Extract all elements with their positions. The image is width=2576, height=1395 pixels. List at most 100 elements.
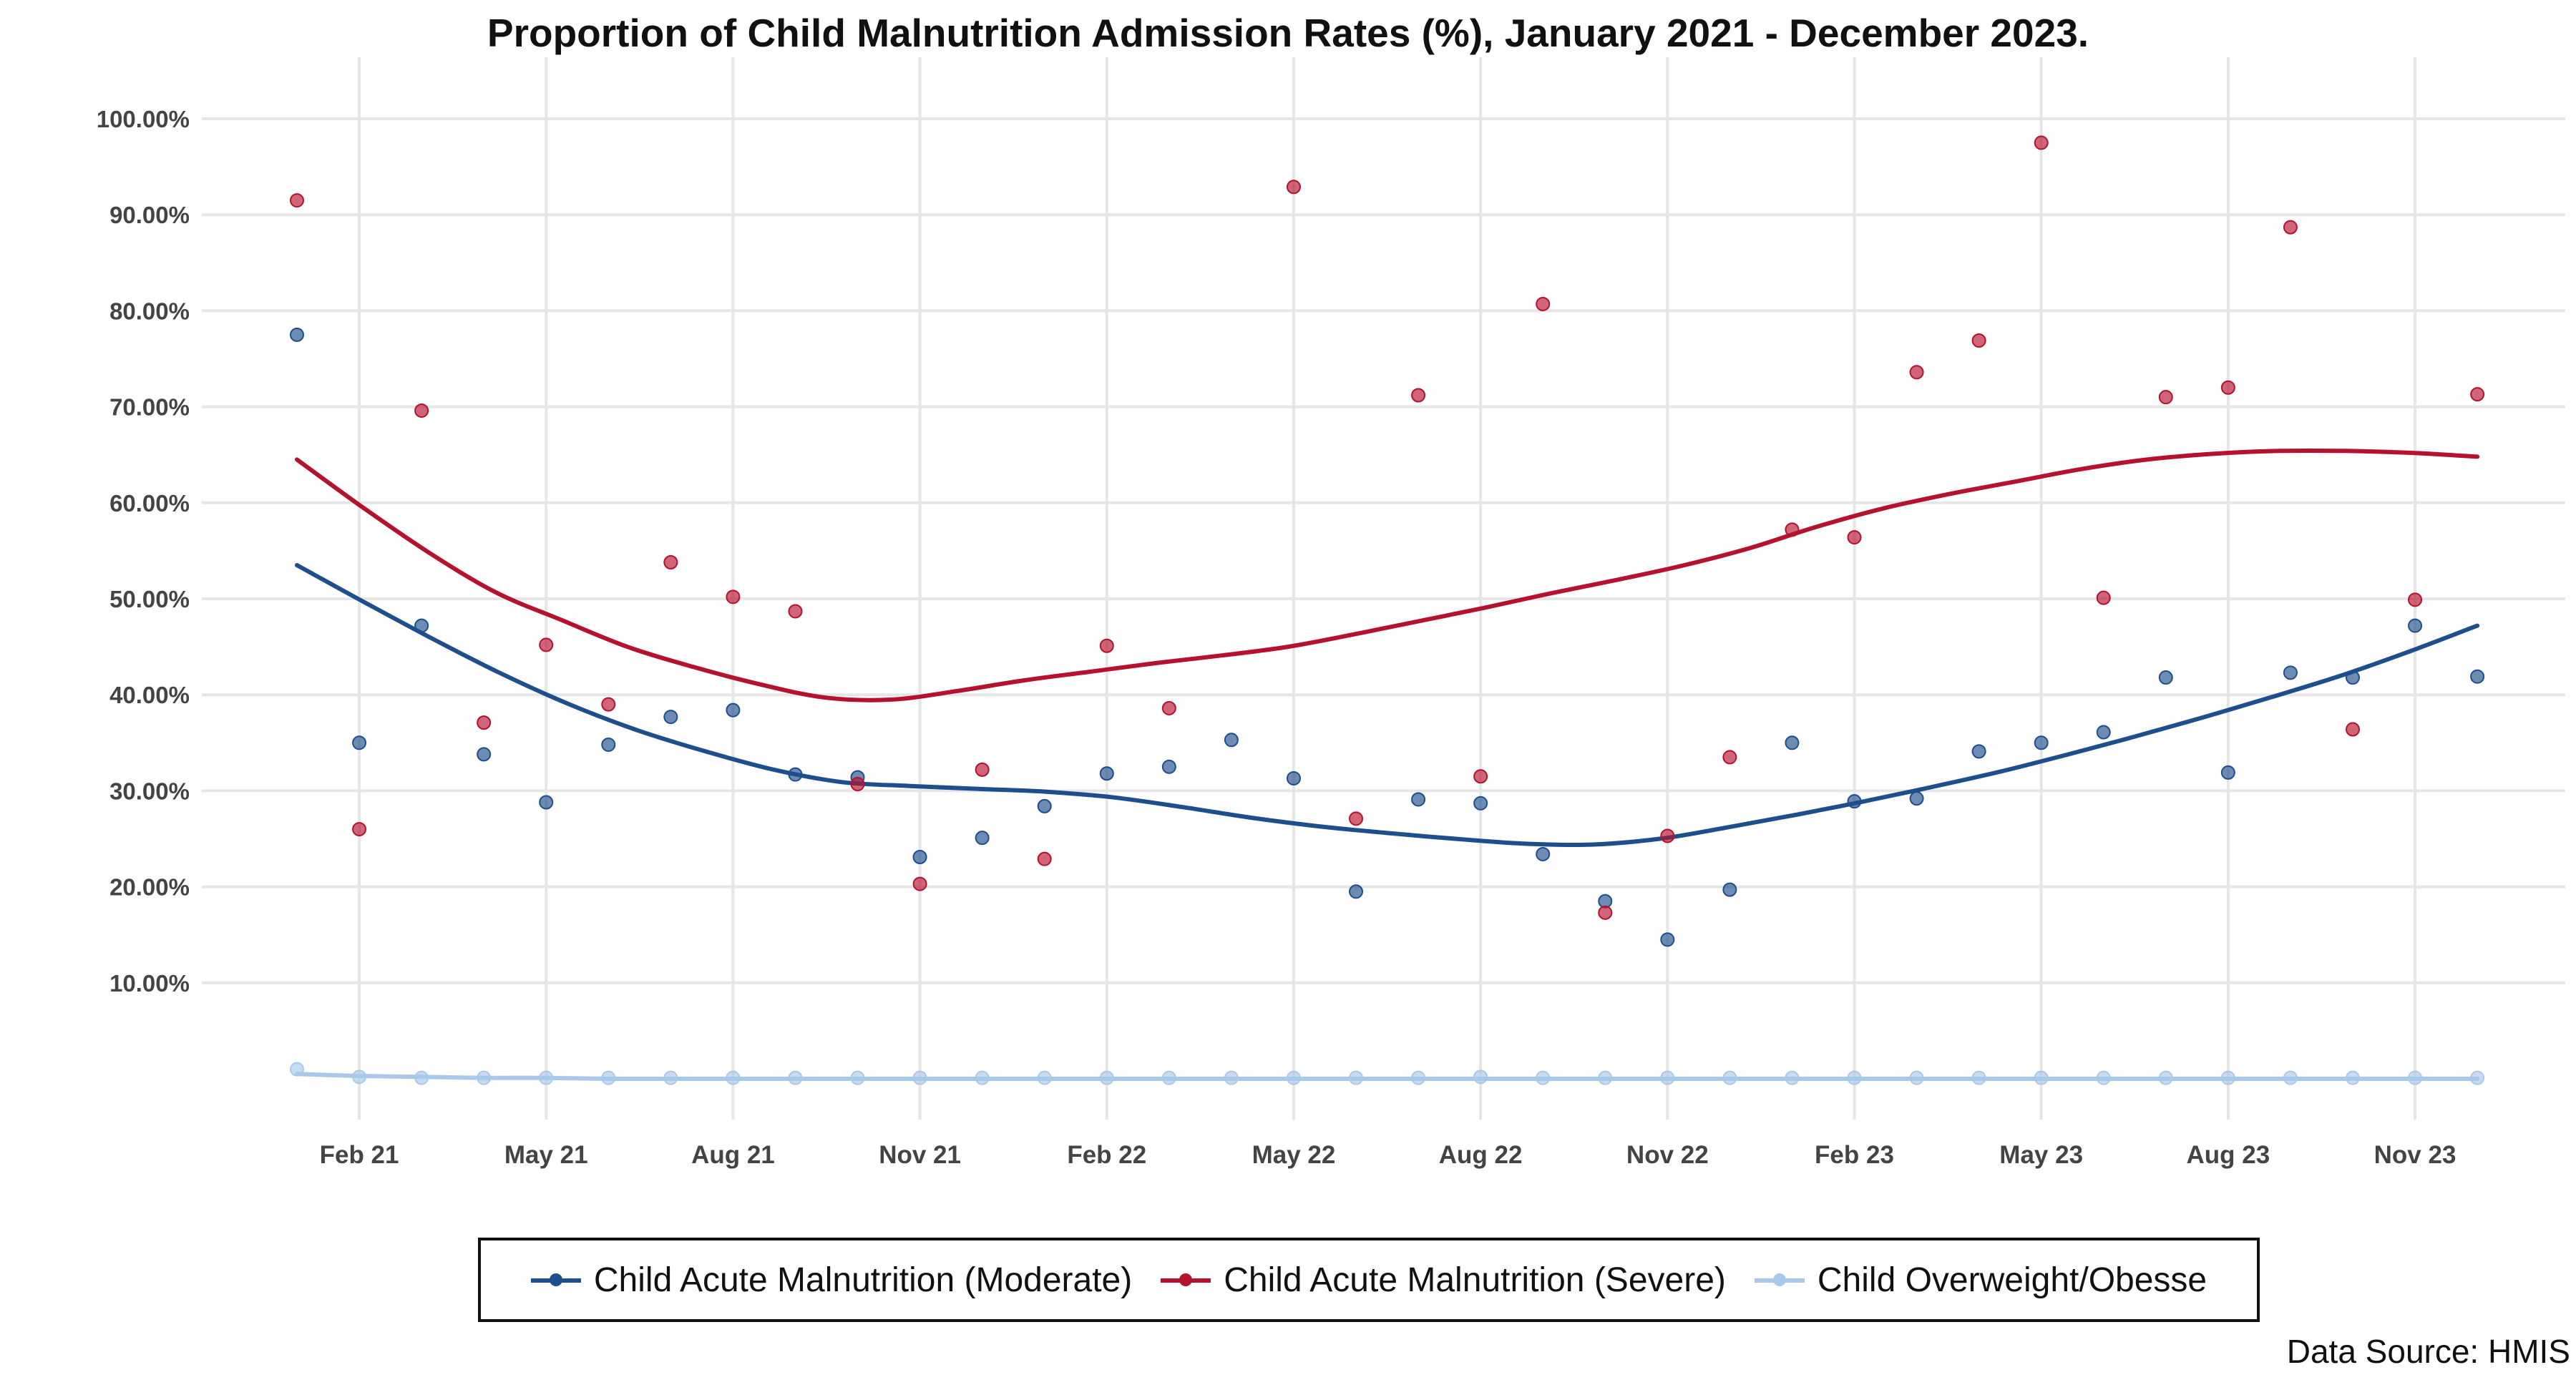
data-point-severe: [2345, 722, 2360, 737]
data-point-severe: [2034, 135, 2049, 150]
legend-label-moderate: Child Acute Malnutrition (Moderate): [593, 1261, 1133, 1299]
data-point-moderate: [1909, 791, 1924, 806]
data-point-overweight: [912, 1070, 927, 1085]
data-point-overweight: [2220, 1070, 2235, 1085]
data-point-severe: [2470, 387, 2485, 402]
data-point-moderate: [2345, 670, 2360, 685]
data-point-severe: [1473, 769, 1488, 784]
data-source-note: Data Source: HMIS: [2286, 1333, 2570, 1370]
data-point-severe: [975, 762, 990, 777]
legend-key-overweight: [1754, 1273, 1805, 1287]
data-point-moderate: [1161, 759, 1176, 774]
data-point-severe: [2096, 590, 2111, 605]
data-point-moderate: [2283, 665, 2298, 680]
data-point-overweight: [1473, 1070, 1488, 1085]
data-point-overweight: [1099, 1070, 1114, 1085]
y-tick-label: 30.00%: [109, 778, 190, 804]
data-point-overweight: [663, 1070, 678, 1085]
data-point-severe: [539, 637, 554, 652]
legend: Child Acute Malnutrition (Moderate) Chil…: [478, 1238, 2260, 1322]
data-point-overweight: [975, 1070, 990, 1085]
data-point-overweight: [1660, 1070, 1675, 1085]
data-point-moderate: [2034, 735, 2049, 750]
legend-label-severe: Child Acute Malnutrition (Severe): [1224, 1261, 1726, 1299]
data-point-severe: [601, 697, 616, 712]
data-point-overweight: [2345, 1070, 2360, 1085]
data-point-severe: [1349, 811, 1364, 826]
data-point-moderate: [1536, 846, 1551, 861]
data-point-overweight: [539, 1070, 554, 1085]
grid-lines: [202, 57, 2565, 1120]
x-tick-label: Aug 22: [1439, 1141, 1523, 1169]
data-point-overweight: [1349, 1070, 1364, 1085]
data-point-moderate: [1037, 798, 1052, 813]
data-point-severe: [2283, 220, 2298, 235]
data-point-overweight: [477, 1070, 492, 1085]
data-point-overweight: [290, 1062, 304, 1077]
y-tick-label: 70.00%: [109, 394, 190, 421]
x-tick-label: May 22: [1252, 1141, 1336, 1169]
data-point-overweight: [2034, 1070, 2049, 1085]
data-point-severe: [1161, 700, 1176, 715]
data-points: [290, 135, 2485, 1085]
data-point-overweight: [1161, 1070, 1176, 1085]
data-point-overweight: [1286, 1070, 1301, 1085]
data-point-severe: [1536, 297, 1551, 312]
data-point-severe: [1598, 905, 1613, 920]
data-point-moderate: [788, 767, 803, 782]
y-tick-label: 100.00%: [97, 106, 190, 132]
data-point-overweight: [1536, 1070, 1551, 1085]
legend-label-overweight: Child Overweight/Obesse: [1817, 1261, 2207, 1299]
trend-line-overweight: [295, 1072, 2480, 1082]
data-point-overweight: [1037, 1070, 1052, 1085]
trend-line-moderate: [295, 563, 2480, 848]
data-point-overweight: [352, 1070, 367, 1085]
data-point-severe: [726, 589, 741, 604]
data-point-moderate: [601, 737, 616, 752]
data-point-severe: [290, 193, 304, 208]
trend-lines: [295, 448, 2480, 1082]
data-point-moderate: [477, 747, 492, 762]
data-point-moderate: [2096, 725, 2111, 740]
data-point-moderate: [1847, 794, 1862, 809]
data-point-moderate: [912, 849, 927, 864]
data-point-severe: [1660, 828, 1675, 843]
data-point-severe: [663, 555, 678, 570]
x-tick-label: Feb 23: [1815, 1141, 1894, 1169]
data-point-severe: [2158, 390, 2173, 405]
data-point-overweight: [2096, 1070, 2111, 1085]
data-point-overweight: [788, 1070, 803, 1085]
data-point-severe: [1099, 638, 1114, 653]
data-point-moderate: [1349, 884, 1364, 899]
data-point-moderate: [1411, 792, 1426, 807]
data-point-severe: [1847, 530, 1862, 545]
data-point-severe: [1971, 333, 1986, 348]
data-point-overweight: [1847, 1070, 1862, 1085]
data-point-severe: [1722, 750, 1737, 765]
data-point-moderate: [1473, 796, 1488, 811]
data-point-moderate: [2220, 765, 2235, 780]
data-point-moderate: [2158, 670, 2173, 685]
y-tick-label: 40.00%: [109, 682, 190, 708]
x-tick-label: Feb 22: [1067, 1141, 1146, 1169]
data-point-overweight: [414, 1070, 429, 1085]
x-tick-label: May 23: [1999, 1141, 2083, 1169]
legend-key-severe: [1161, 1273, 1211, 1287]
y-tick-label: 50.00%: [109, 586, 190, 612]
data-point-moderate: [1224, 733, 1239, 748]
data-point-overweight: [1785, 1070, 1800, 1085]
data-point-severe: [477, 715, 492, 730]
y-tick-label: 20.00%: [109, 874, 190, 901]
data-point-severe: [1037, 851, 1052, 866]
x-tick-label: Nov 22: [1626, 1141, 1709, 1169]
data-point-overweight: [1971, 1070, 1986, 1085]
data-point-overweight: [2158, 1070, 2173, 1085]
data-point-overweight: [1909, 1070, 1924, 1085]
data-point-moderate: [663, 710, 678, 725]
x-tick-label: Aug 23: [2187, 1141, 2270, 1169]
chart-plot: 10.00% 20.00% 30.00% 40.00% 50.00% 60.00% 70.0…: [97, 57, 2565, 1169]
data-point-moderate: [726, 703, 741, 718]
chart-title: Proportion of Child Malnutrition Admissi…: [487, 11, 2089, 55]
data-point-moderate: [414, 618, 429, 633]
y-tick-label: 80.00%: [109, 298, 190, 324]
